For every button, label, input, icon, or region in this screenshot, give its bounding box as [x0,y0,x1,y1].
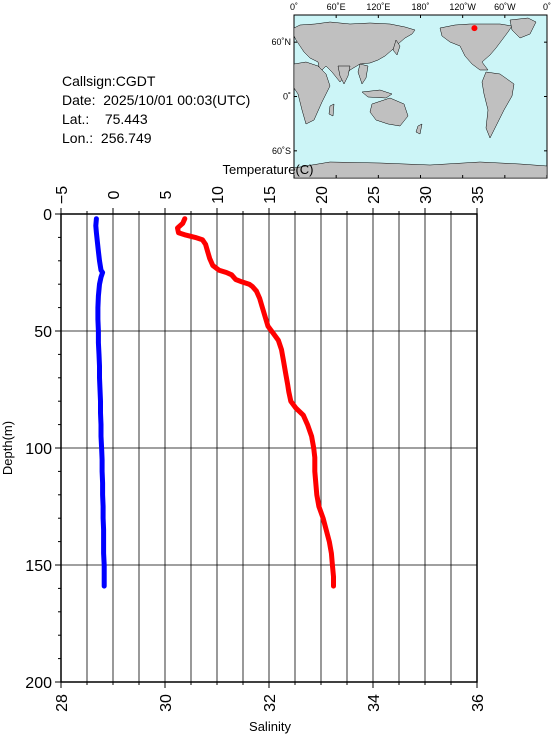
land-north-america [439,23,513,71]
bottom-tick-label: 32 [262,694,279,712]
lat-label: Lat.: [62,111,90,127]
land-eurasia [293,21,416,83]
y-tick-label: 50 [34,324,52,341]
map-lon-label: 120˚E [366,2,390,12]
callsign-label: Callsign: [62,73,116,89]
lon-row: Lon.: 256.749 [62,129,250,148]
land-indonesia [361,89,393,99]
land-india [337,65,351,85]
map-lat-label: 60˚S [272,146,291,156]
station-marker [471,25,478,32]
top-tick-label: 0 [106,190,123,199]
world-map: 0˚ 60˚E 120˚E 180˚ 120˚W 60˚W 0˚ 60˚N 0˚ 60˚S [271,2,551,179]
map-lon-label: 180˚ [411,2,429,12]
top-tick-label: 5 [158,190,175,199]
top-tick-label: −5 [54,186,71,204]
land-south-america [481,71,515,139]
map-lon-label: 60˚W [494,2,516,12]
bottom-tick-label: 34 [366,694,383,712]
top-tick-label: 35 [470,186,487,204]
callsign-value: CGDT [115,73,156,89]
top-tick-label: 30 [418,186,435,204]
map-lon-label: 60˚E [327,2,346,12]
y-tick-label: 0 [43,207,52,224]
y-axis-label: Depth(m) [0,421,15,475]
lat-row: Lat.: 75.443 [62,110,250,129]
lon-value: 256.749 [100,130,152,146]
date-label: Date: [62,92,96,108]
land-australia [369,97,409,127]
top-tick-label: 25 [366,186,383,204]
y-tick-label: 200 [25,675,52,692]
top-tick-label: 15 [262,186,279,204]
bottom-axis-label: Salinity [249,719,291,734]
land-greenland [509,17,537,39]
bottom-tick-label: 28 [54,694,71,712]
temperature-profile-line [175,216,336,589]
date-value: 2025/10/01 00:03(UTC) [103,92,251,108]
top-axis-label: Temperature(C) [222,162,313,177]
salinity-profile-line [93,216,107,589]
date-row: Date: 2025/10/01 00:03(UTC) [62,91,250,110]
station-info: Callsign:CGDT Date: 2025/10/01 00:03(UTC… [62,72,250,148]
map-lat-label: 0˚ [283,92,291,102]
map-lon-label: 120˚W [449,2,476,12]
y-tick-label: 150 [25,558,52,575]
top-tick-label: 20 [314,186,331,204]
map-lat-label: 60˚N [271,37,291,47]
bottom-tick-label: 30 [158,694,175,712]
chart-grid [61,214,477,682]
land-se-asia [357,63,369,85]
map-land [293,17,548,179]
top-tick-label: 10 [210,186,227,204]
land-africa [293,61,331,125]
lon-label: Lon.: [62,130,94,146]
lat-value: 75.443 [104,111,148,127]
bottom-tick-label: 36 [470,694,487,712]
chart-series [93,216,336,589]
map-ticks: 0˚ 60˚E 120˚E 180˚ 120˚W 60˚W 0˚ 60˚N 0˚ 60˚S [271,2,551,178]
map-lon-label: 0˚ [290,2,298,12]
land-japan [392,39,401,56]
land-new-zealand [415,123,423,135]
land-madagascar [328,103,335,117]
y-tick-label: 100 [25,441,52,458]
map-lon-label: 0˚ [543,2,551,12]
callsign-row: Callsign:CGDT [62,72,250,91]
